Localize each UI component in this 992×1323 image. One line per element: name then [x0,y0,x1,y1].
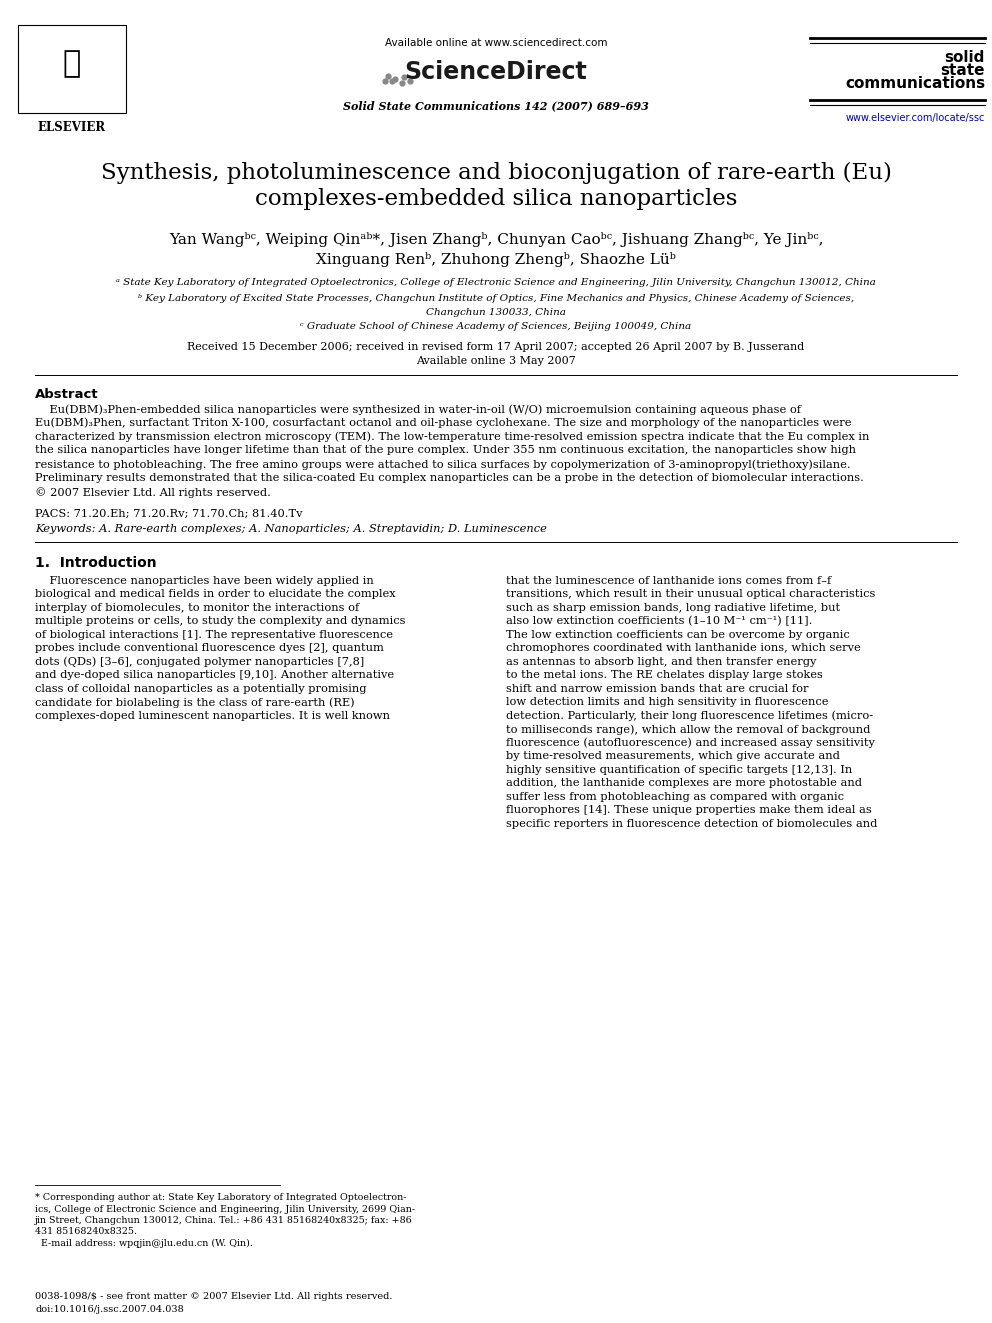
Text: © 2007 Elsevier Ltd. All rights reserved.: © 2007 Elsevier Ltd. All rights reserved… [35,487,271,497]
Text: dots (QDs) [3–6], conjugated polymer nanoparticles [7,8]: dots (QDs) [3–6], conjugated polymer nan… [35,656,364,667]
Text: specific reporters in fluorescence detection of biomolecules and: specific reporters in fluorescence detec… [506,819,877,828]
Text: 431 85168240x8325.: 431 85168240x8325. [35,1228,137,1237]
Text: the silica nanoparticles have longer lifetime than that of the pure complex. Und: the silica nanoparticles have longer lif… [35,446,856,455]
Text: to the metal ions. The RE chelates display large stokes: to the metal ions. The RE chelates displ… [506,671,823,680]
Text: characterized by transmission electron microscopy (TEM). The low-temperature tim: characterized by transmission electron m… [35,431,869,442]
Text: ELSEVIER: ELSEVIER [38,120,106,134]
Text: fluorescence (autofluorescence) and increased assay sensitivity: fluorescence (autofluorescence) and incr… [506,738,875,749]
Text: probes include conventional fluorescence dyes [2], quantum: probes include conventional fluorescence… [35,643,384,654]
Text: candidate for biolabeling is the class of rare-earth (RE): candidate for biolabeling is the class o… [35,697,354,708]
Text: 1.  Introduction: 1. Introduction [35,556,157,570]
Text: interplay of biomolecules, to monitor the interactions of: interplay of biomolecules, to monitor th… [35,602,359,613]
Text: Changchun 130033, China: Changchun 130033, China [426,308,566,318]
Text: The low extinction coefficients can be overcome by organic: The low extinction coefficients can be o… [506,630,850,639]
Text: 🌲: 🌲 [62,49,81,78]
Text: Keywords: A. Rare-earth complexes; A. Nanoparticles; A. Streptavidin; D. Lumines: Keywords: A. Rare-earth complexes; A. Na… [35,524,547,533]
Text: ScienceDirect: ScienceDirect [405,60,587,83]
Text: chromophores coordinated with lanthanide ions, which serve: chromophores coordinated with lanthanide… [506,643,861,654]
Text: jin Street, Changchun 130012, China. Tel.: +86 431 85168240x8325; fax: +86: jin Street, Changchun 130012, China. Tel… [35,1216,413,1225]
Text: Eu(DBM)₃Phen, surfactant Triton X-100, cosurfactant octanol and oil-phase cycloh: Eu(DBM)₃Phen, surfactant Triton X-100, c… [35,418,851,429]
Text: detection. Particularly, their long fluorescence lifetimes (micro-: detection. Particularly, their long fluo… [506,710,873,721]
Text: * Corresponding author at: State Key Laboratory of Integrated Optoelectron-: * Corresponding author at: State Key Lab… [35,1193,407,1203]
Text: multiple proteins or cells, to study the complexity and dynamics: multiple proteins or cells, to study the… [35,617,406,626]
Text: Available online at www.sciencedirect.com: Available online at www.sciencedirect.co… [385,38,607,48]
Text: addition, the lanthanide complexes are more photostable and: addition, the lanthanide complexes are m… [506,778,862,789]
Text: such as sharp emission bands, long radiative lifetime, but: such as sharp emission bands, long radia… [506,602,840,613]
Text: ᵇ Key Laboratory of Excited State Processes, Changchun Institute of Optics, Fine: ᵇ Key Laboratory of Excited State Proces… [138,294,854,303]
Text: Abstract: Abstract [35,388,98,401]
Text: 0038-1098/$ - see front matter © 2007 Elsevier Ltd. All rights reserved.: 0038-1098/$ - see front matter © 2007 El… [35,1293,393,1301]
Text: class of colloidal nanoparticles as a potentially promising: class of colloidal nanoparticles as a po… [35,684,366,693]
Text: ᵃ State Key Laboratory of Integrated Optoelectronics, College of Electronic Scie: ᵃ State Key Laboratory of Integrated Opt… [116,278,876,287]
Text: low detection limits and high sensitivity in fluorescence: low detection limits and high sensitivit… [506,697,828,706]
Text: www.elsevier.com/locate/ssc: www.elsevier.com/locate/ssc [845,112,985,123]
Text: highly sensitive quantification of specific targets [12,13]. In: highly sensitive quantification of speci… [506,765,852,774]
Text: transitions, which result in their unusual optical characteristics: transitions, which result in their unusu… [506,589,875,599]
Text: complexes-doped luminescent nanoparticles. It is well known: complexes-doped luminescent nanoparticle… [35,710,390,721]
Text: Available online 3 May 2007: Available online 3 May 2007 [416,356,576,366]
Bar [18,25,126,112]
Text: ics, College of Electronic Science and Engineering, Jilin University, 2699 Qian-: ics, College of Electronic Science and E… [35,1204,415,1213]
Text: Received 15 December 2006; received in revised form 17 April 2007; accepted 26 A: Received 15 December 2006; received in r… [187,343,805,352]
Text: of biological interactions [1]. The representative fluorescence: of biological interactions [1]. The repr… [35,630,393,639]
Text: and dye-doped silica nanoparticles [9,10]. Another alternative: and dye-doped silica nanoparticles [9,10… [35,671,394,680]
Text: state: state [940,64,985,78]
Text: Xinguang Renᵇ, Zhuhong Zhengᵇ, Shaozhe Lüᵇ: Xinguang Renᵇ, Zhuhong Zhengᵇ, Shaozhe L… [316,251,676,267]
Text: suffer less from photobleaching as compared with organic: suffer less from photobleaching as compa… [506,791,844,802]
Text: complexes-embedded silica nanoparticles: complexes-embedded silica nanoparticles [255,188,737,210]
Text: Fluorescence nanoparticles have been widely applied in: Fluorescence nanoparticles have been wid… [35,576,374,586]
Text: shift and narrow emission bands that are crucial for: shift and narrow emission bands that are… [506,684,808,693]
Text: as antennas to absorb light, and then transfer energy: as antennas to absorb light, and then tr… [506,656,816,667]
Text: Eu(DBM)₃Phen-embedded silica nanoparticles were synthesized in water-in-oil (W/O: Eu(DBM)₃Phen-embedded silica nanoparticl… [35,404,801,414]
Text: PACS: 71.20.Eh; 71.20.Rv; 71.70.Ch; 81.40.Tv: PACS: 71.20.Eh; 71.20.Rv; 71.70.Ch; 81.4… [35,508,303,519]
Text: resistance to photobleaching. The free amino groups were attached to silica surf: resistance to photobleaching. The free a… [35,459,850,470]
Text: by time-resolved measurements, which give accurate and: by time-resolved measurements, which giv… [506,751,840,761]
Text: that the luminescence of lanthanide ions comes from f–f: that the luminescence of lanthanide ions… [506,576,831,586]
Text: fluorophores [14]. These unique properties make them ideal as: fluorophores [14]. These unique properti… [506,806,872,815]
Text: doi:10.1016/j.ssc.2007.04.038: doi:10.1016/j.ssc.2007.04.038 [35,1304,184,1314]
Text: also low extinction coefficients (1–10 M⁻¹ cm⁻¹) [11].: also low extinction coefficients (1–10 M… [506,617,812,627]
Text: Yan Wangᵇᶜ, Weiping Qinᵃᵇ*, Jisen Zhangᵇ, Chunyan Caoᵇᶜ, Jishuang Zhangᵇᶜ, Ye Ji: Yan Wangᵇᶜ, Weiping Qinᵃᵇ*, Jisen Zhangᵇ… [169,232,823,247]
Text: solid: solid [944,50,985,65]
Text: Solid State Communications 142 (2007) 689–693: Solid State Communications 142 (2007) 68… [343,101,649,111]
Text: Synthesis, photoluminescence and bioconjugation of rare-earth (Eu): Synthesis, photoluminescence and bioconj… [100,161,892,184]
Text: E-mail address: wpqjin@jlu.edu.cn (W. Qin).: E-mail address: wpqjin@jlu.edu.cn (W. Qi… [35,1240,253,1248]
Text: ᶜ Graduate School of Chinese Academy of Sciences, Beijing 100049, China: ᶜ Graduate School of Chinese Academy of … [301,321,691,331]
Text: Preliminary results demonstrated that the silica-coated Eu complex nanoparticles: Preliminary results demonstrated that th… [35,474,864,483]
Text: biological and medical fields in order to elucidate the complex: biological and medical fields in order t… [35,589,396,599]
Text: to milliseconds range), which allow the removal of background: to milliseconds range), which allow the … [506,724,870,734]
Text: communications: communications [845,75,985,91]
